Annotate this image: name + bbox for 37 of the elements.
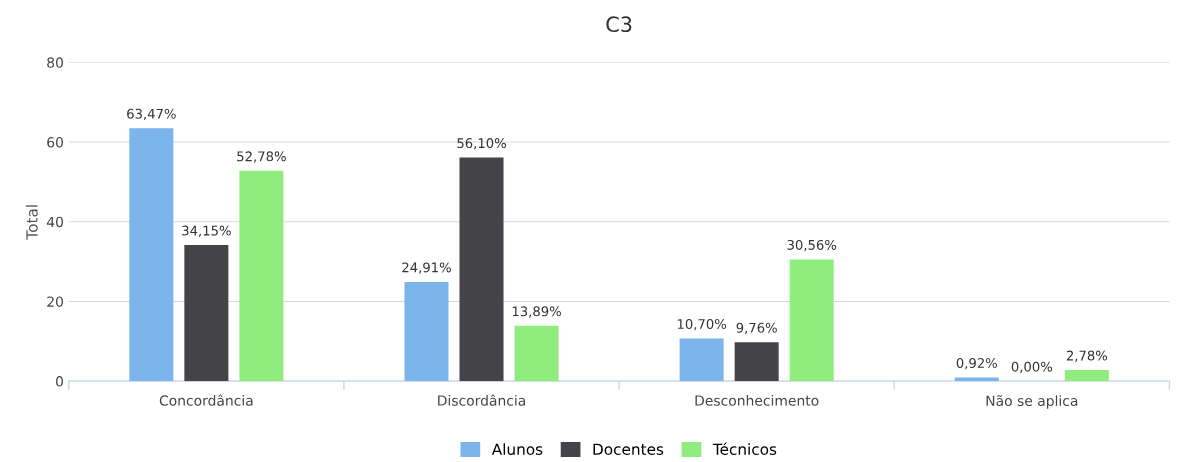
bar [404, 281, 449, 382]
y-tick-label: 0 [56, 376, 63, 387]
y-tick-label: 40 [46, 216, 63, 228]
x-tick-label: Desconhecimento [695, 395, 819, 406]
chart-title: C3 [606, 16, 632, 33]
data-label: 30,56% [787, 239, 837, 252]
data-label: 56,10% [457, 138, 506, 150]
data-label: 52,78% [237, 151, 286, 163]
bar [129, 128, 174, 382]
y-tick-label: 60 [47, 137, 63, 148]
data-label: 13,89% [512, 306, 561, 318]
bar [954, 377, 999, 382]
legend-label: Técnicos [712, 442, 777, 455]
bar [734, 342, 779, 382]
x-tick-label: Não se aplica [986, 395, 1078, 409]
x-tick-label: Discordância [438, 394, 526, 406]
data-label: 0,92% [956, 358, 998, 370]
data-label: 9,76% [736, 322, 777, 335]
y-tick-label: 80 [47, 57, 63, 68]
y-tick-label: 20 [47, 296, 63, 307]
x-tick-label: Concordância [159, 394, 253, 406]
legend-label: Docentes [593, 443, 664, 455]
data-label: 10,70% [677, 319, 727, 331]
data-label: 2,78% [1066, 350, 1108, 362]
data-label: 63,47% [127, 108, 176, 121]
legend-label: Alunos [491, 443, 543, 455]
data-label: 24,91% [402, 262, 451, 274]
bar [514, 325, 559, 382]
data-label: 0,00% [1011, 361, 1053, 373]
bar [679, 338, 724, 382]
data-label: 34,15% [182, 225, 231, 237]
bar [239, 170, 284, 382]
bar [1064, 370, 1109, 382]
bar [459, 157, 504, 382]
y-axis-title: Total [25, 205, 38, 240]
bar [789, 259, 834, 382]
bar [184, 245, 229, 382]
